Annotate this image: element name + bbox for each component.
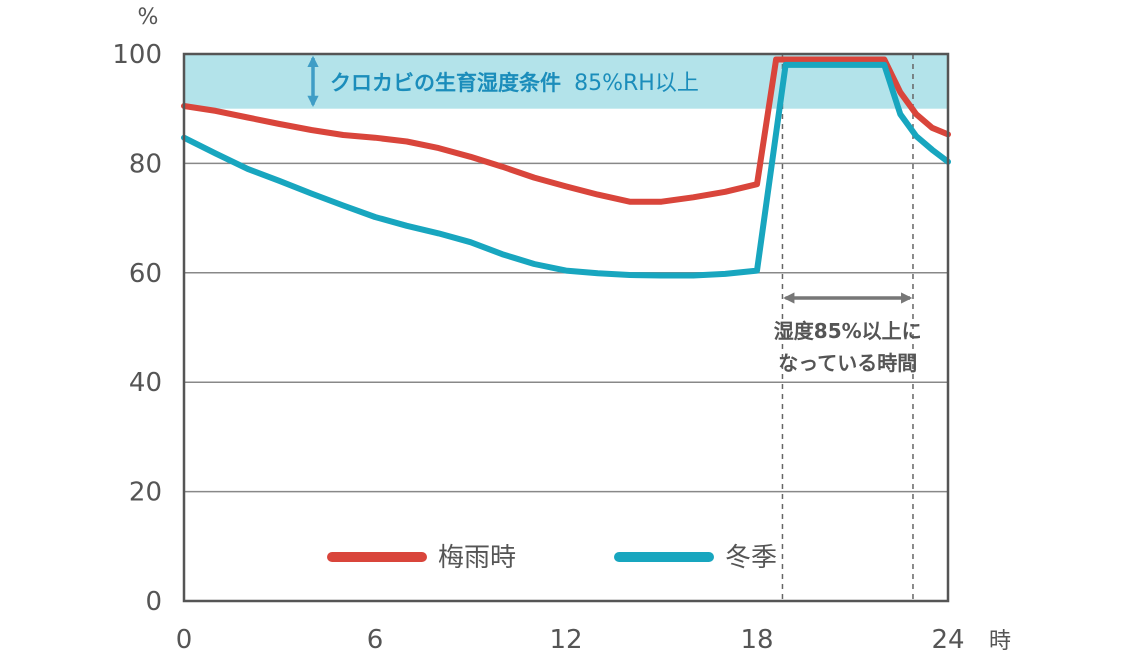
band-value: 85%RH以上 — [574, 71, 699, 96]
x-tick-0: 0 — [176, 625, 193, 655]
x-axis-unit: 時 — [989, 629, 1011, 654]
interval-annotation: 湿度85%以上に なっている時間 — [774, 292, 922, 375]
x-tick-24: 24 — [931, 625, 964, 655]
y-tick-0: 0 — [145, 587, 162, 617]
y-tick-100: 100 — [112, 40, 162, 70]
interval-dashed-lines — [781, 54, 914, 601]
x-tick-18: 18 — [740, 625, 773, 655]
y-tick-40: 40 — [129, 368, 162, 398]
y-axis-unit: % — [138, 5, 159, 30]
x-tick-12: 12 — [549, 625, 582, 655]
band-label: クロカビの生育湿度条件 — [330, 71, 561, 95]
series-line-winter — [181, 61, 951, 279]
y-axis-ticks: 0 20 40 60 80 100 — [112, 40, 162, 617]
series-line-rainy-season — [181, 56, 951, 205]
band-annotation: クロカビの生育湿度条件 85%RH以上 — [307, 55, 699, 107]
legend-label-0: 梅雨時 — [438, 543, 516, 573]
x-axis-ticks: 0 6 12 18 24 — [176, 625, 965, 655]
y-tick-80: 80 — [129, 149, 162, 179]
y-tick-20: 20 — [129, 478, 162, 508]
x-tick-6: 6 — [367, 625, 384, 655]
interval-label-line2: なっている時間 — [778, 351, 917, 375]
legend-label-1: 冬季 — [725, 543, 777, 573]
legend: 梅雨時 冬季 — [327, 543, 777, 573]
plot-frame — [182, 52, 950, 603]
svg-text:クロカビの生育湿度条件 85%RH以上: クロカビの生育湿度条件 85%RH以上 — [330, 71, 699, 96]
series-lines — [181, 56, 951, 279]
interval-label-line1: 湿度85%以上に — [774, 319, 922, 343]
y-tick-60: 60 — [129, 259, 162, 289]
